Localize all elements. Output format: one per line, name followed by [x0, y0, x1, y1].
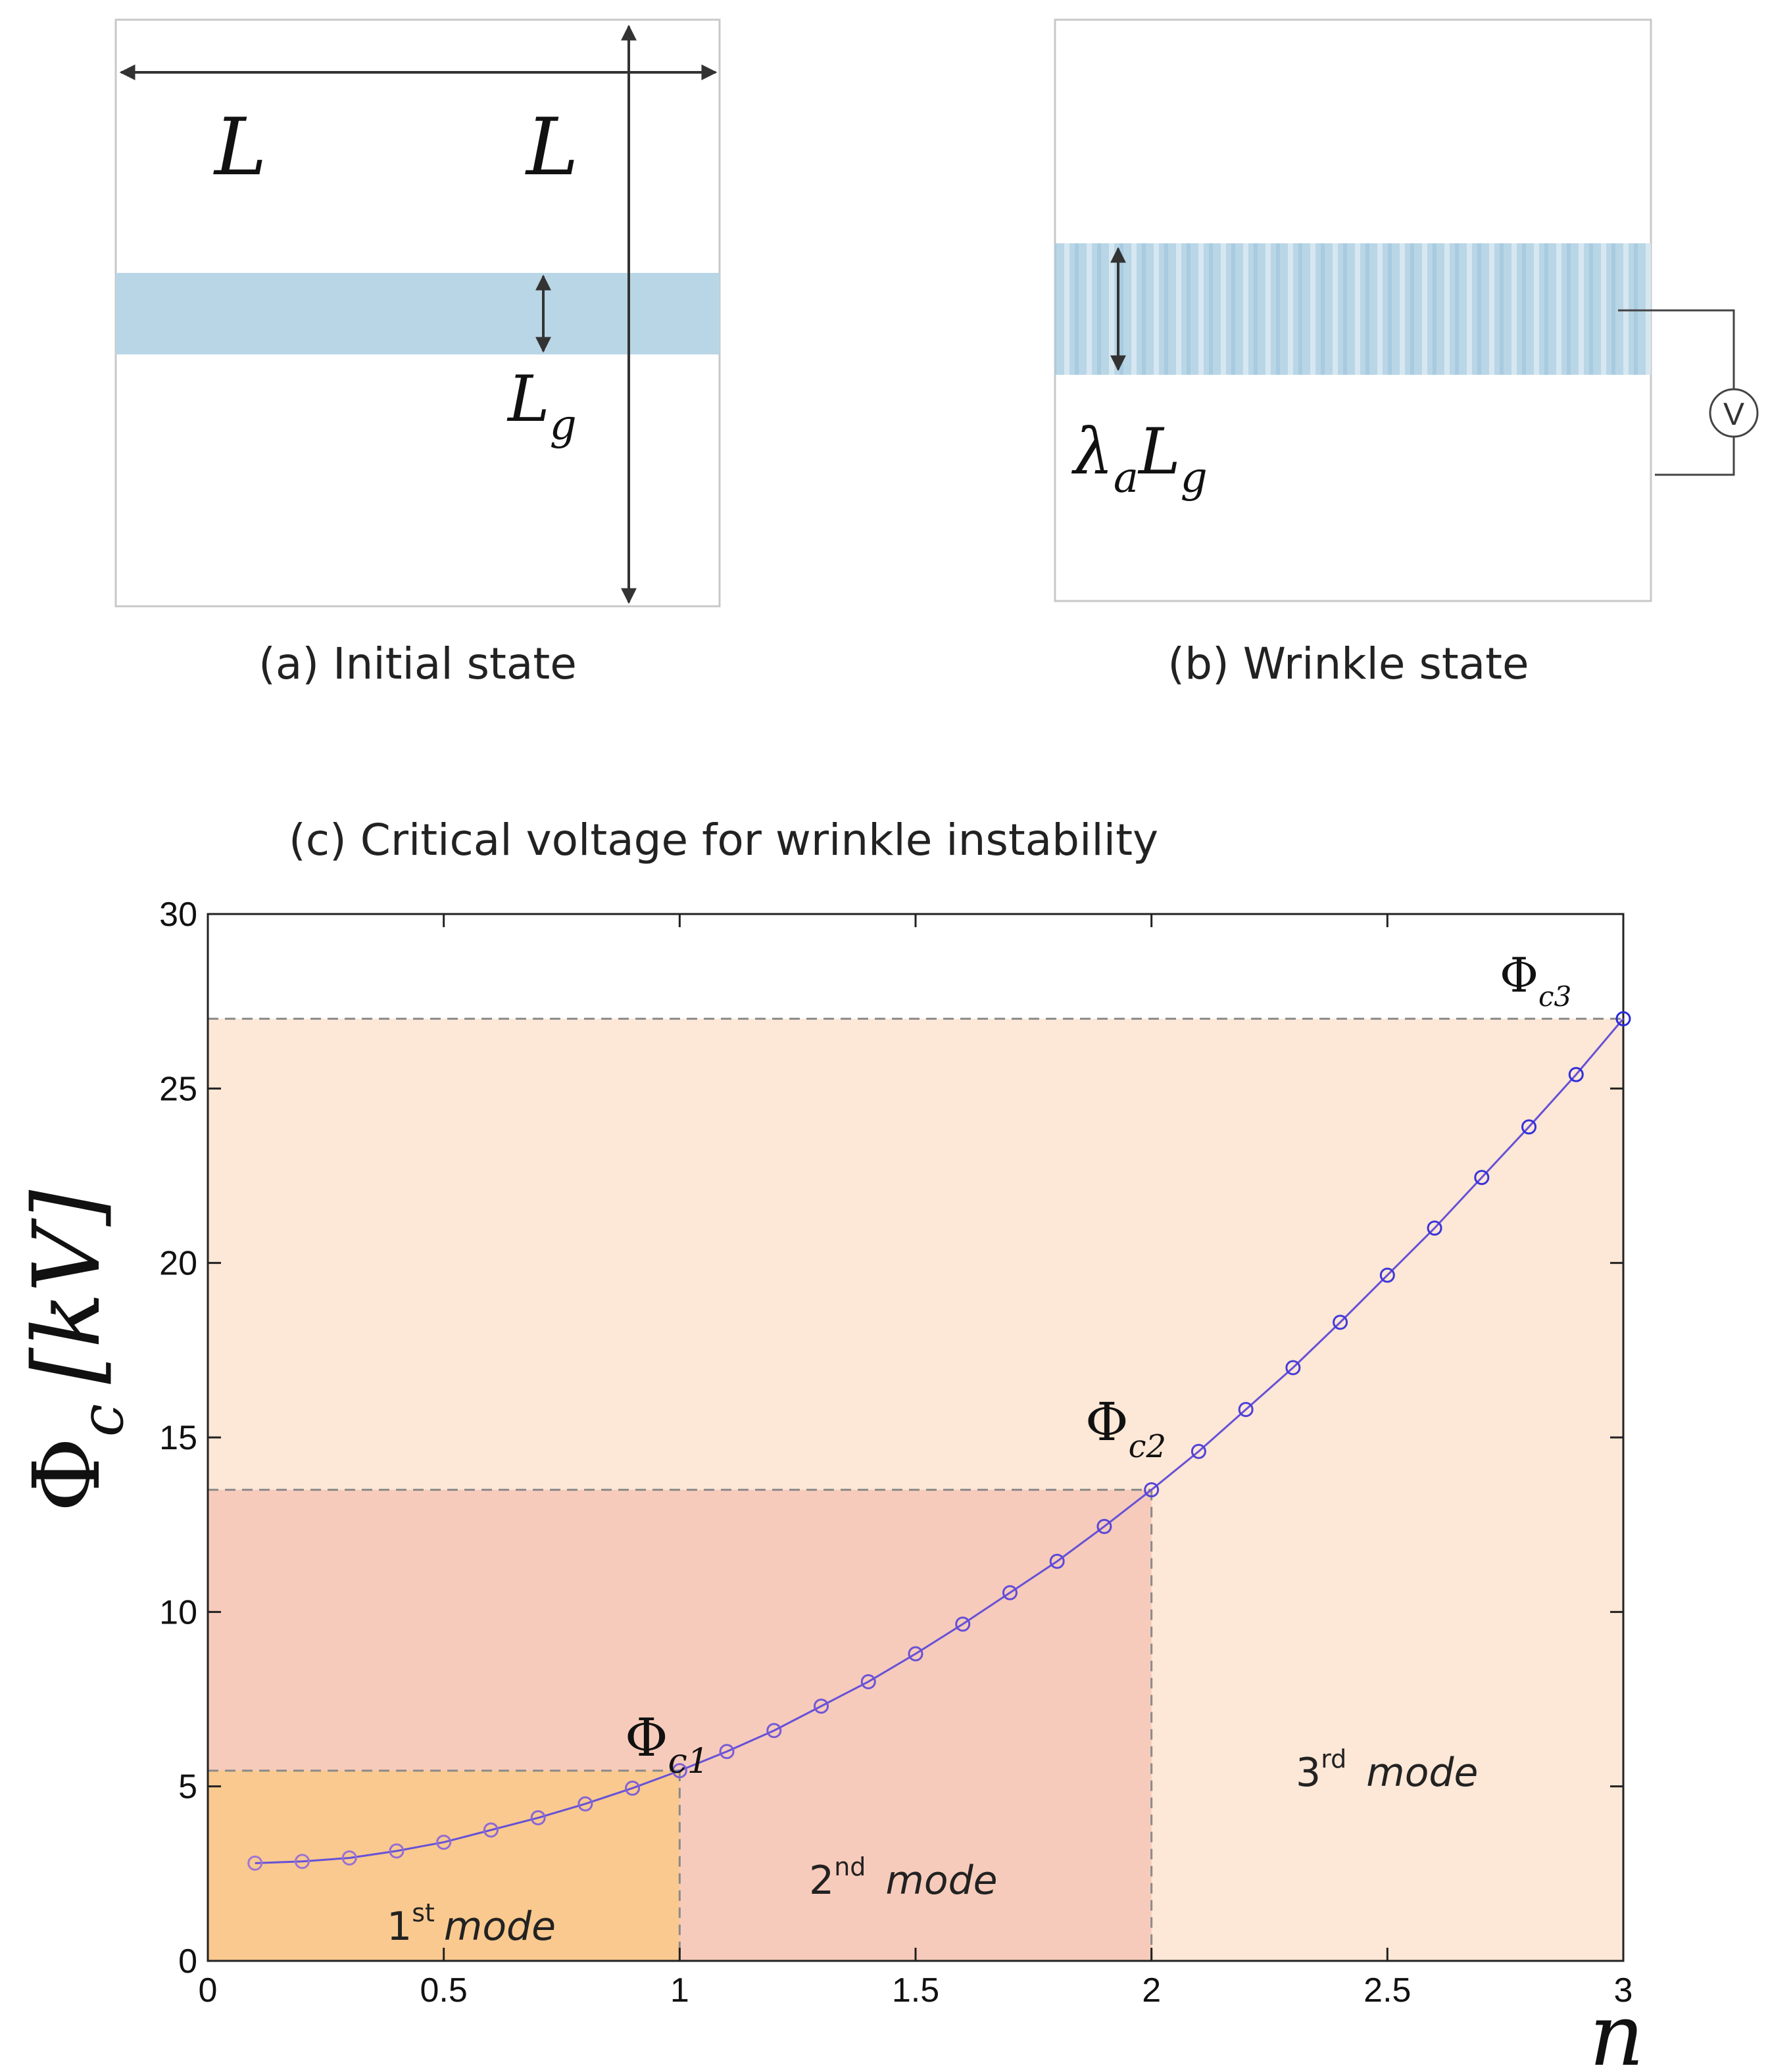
- phi-c2-label: Φc2: [1085, 1391, 1166, 1465]
- mode-3-word: mode: [1366, 1750, 1478, 1796]
- stretched-gap-label: λaLg: [1071, 415, 1208, 502]
- data-point: [908, 1646, 923, 1662]
- phi-c2-sub: c2: [1129, 1428, 1166, 1465]
- data-point: [814, 1699, 829, 1714]
- stretched-gap-main: L: [1137, 415, 1181, 489]
- mode-1-label: 1st mode: [387, 1898, 556, 1950]
- panel-b: V λaLg (b) Wrinkle state: [1054, 18, 1759, 689]
- data-point: [625, 1780, 641, 1796]
- y-axis-sub: c: [68, 1404, 137, 1437]
- wire-top: [1618, 309, 1735, 389]
- phi-c1-label: Φc1: [625, 1707, 709, 1781]
- gap-label: Lg: [506, 362, 577, 450]
- panel-c: (c) Critical voltage for wrinkle instabi…: [14, 815, 1644, 2072]
- voltmeter-icon: [1709, 388, 1759, 438]
- mode-3-suffix: rd: [1321, 1745, 1346, 1773]
- phi-c2-main: Φ: [1085, 1391, 1129, 1453]
- data-point: [294, 1854, 310, 1869]
- data-point: [766, 1723, 782, 1739]
- data-point: [1568, 1067, 1584, 1082]
- data-point: [1615, 1011, 1631, 1026]
- x-tick-label: 0: [199, 1971, 218, 2010]
- data-point: [1096, 1518, 1112, 1534]
- panel-b-wrinkled-band: [1055, 243, 1651, 375]
- panel-a: L L Lg (a) Initial state: [114, 18, 721, 689]
- data-point: [341, 1850, 357, 1866]
- y-axis-label: Φc [kV]: [14, 1190, 137, 1512]
- phi-c3-main: Φ: [1500, 948, 1538, 1003]
- data-point: [1521, 1119, 1537, 1135]
- x-tick-label: 2.5: [1363, 1971, 1411, 2010]
- voltmeter-label: V: [1723, 397, 1744, 432]
- y-tick-label: 10: [159, 1593, 197, 1631]
- phi-c1-main: Φ: [625, 1707, 668, 1768]
- x-axis-label: n: [1589, 1985, 1644, 2072]
- data-point: [672, 1763, 687, 1779]
- stretched-gap-sub: g: [1181, 454, 1208, 502]
- y-tick-labels: 0 5 10 15 20 25 30: [159, 896, 197, 1981]
- height-label: L: [525, 102, 579, 193]
- mode-3-ordinal: 3: [1296, 1750, 1321, 1796]
- x-tick-label: 1.5: [892, 1971, 939, 2010]
- y-tick-label: 25: [159, 1070, 197, 1108]
- y-tick-label: 15: [159, 1419, 197, 1457]
- stretch-symbol: λ: [1071, 415, 1114, 489]
- y-axis-unit: [kV]: [14, 1190, 121, 1384]
- data-point: [1191, 1443, 1206, 1459]
- y-tick-label: 5: [178, 1768, 197, 1806]
- stretch-sub: a: [1114, 454, 1139, 502]
- data-point: [1379, 1267, 1395, 1283]
- phi-c3-sub: c3: [1538, 980, 1571, 1013]
- data-point: [1144, 1482, 1160, 1498]
- y-tick-label: 0: [178, 1942, 197, 1981]
- wire-bottom: [1655, 437, 1735, 476]
- mode-2-suffix: nd: [834, 1852, 866, 1881]
- gap-label-sub: g: [550, 401, 577, 450]
- x-tick-label: 2: [1142, 1971, 1161, 2010]
- panel-b-caption: (b) Wrinkle state: [1167, 638, 1529, 689]
- phi-c1-sub: c1: [668, 1742, 709, 1781]
- mode-3-label: 3rd mode: [1296, 1745, 1478, 1796]
- chart-title: (c) Critical voltage for wrinkle instabi…: [289, 815, 1158, 865]
- mode-2-word: mode: [885, 1858, 997, 1904]
- data-point: [1333, 1314, 1348, 1330]
- y-axis-symbol: Φ: [14, 1437, 121, 1512]
- data-point: [389, 1843, 405, 1859]
- data-point: [577, 1796, 593, 1812]
- data-point: [860, 1674, 876, 1689]
- mode-1-suffix: st: [412, 1898, 435, 1927]
- data-point: [1285, 1360, 1301, 1376]
- data-point: [719, 1744, 735, 1760]
- data-point: [436, 1835, 452, 1850]
- width-label: L: [213, 102, 267, 193]
- x-tick-label: 0.5: [420, 1971, 468, 2010]
- axis-ticks: [207, 913, 1625, 1962]
- y-tick-label: 30: [159, 896, 197, 934]
- mode-1-ordinal: 1: [387, 1904, 412, 1950]
- panel-a-caption: (a) Initial state: [258, 638, 577, 689]
- x-tick-label: 1: [670, 1971, 689, 2010]
- panel-a-film-band: [116, 273, 720, 354]
- data-point: [1238, 1402, 1254, 1418]
- mode-1-region: [208, 1770, 680, 1961]
- mode-2-ordinal: 2: [809, 1858, 834, 1904]
- critical-voltage-curve: [255, 1018, 1625, 1864]
- x-tick-labels: 0 0.5 1 1.5 2 2.5 3: [199, 1971, 1633, 2010]
- data-point: [1474, 1170, 1490, 1186]
- x-tick-label: 3: [1614, 1971, 1633, 2010]
- phi-c3-label: Φc3: [1500, 948, 1571, 1013]
- data-point: [955, 1616, 971, 1632]
- data-point: [530, 1810, 546, 1825]
- mode-1-word: mode: [444, 1904, 556, 1950]
- gap-label-main: L: [506, 362, 550, 436]
- data-point: [483, 1822, 499, 1838]
- y-tick-label: 20: [159, 1245, 197, 1283]
- mode-2-label: 2nd mode: [809, 1852, 998, 1904]
- data-point: [247, 1855, 263, 1871]
- data-point: [1049, 1553, 1065, 1569]
- data-point: [1427, 1220, 1442, 1236]
- curve-markers: [247, 1011, 1631, 1871]
- data-point: [1002, 1585, 1018, 1601]
